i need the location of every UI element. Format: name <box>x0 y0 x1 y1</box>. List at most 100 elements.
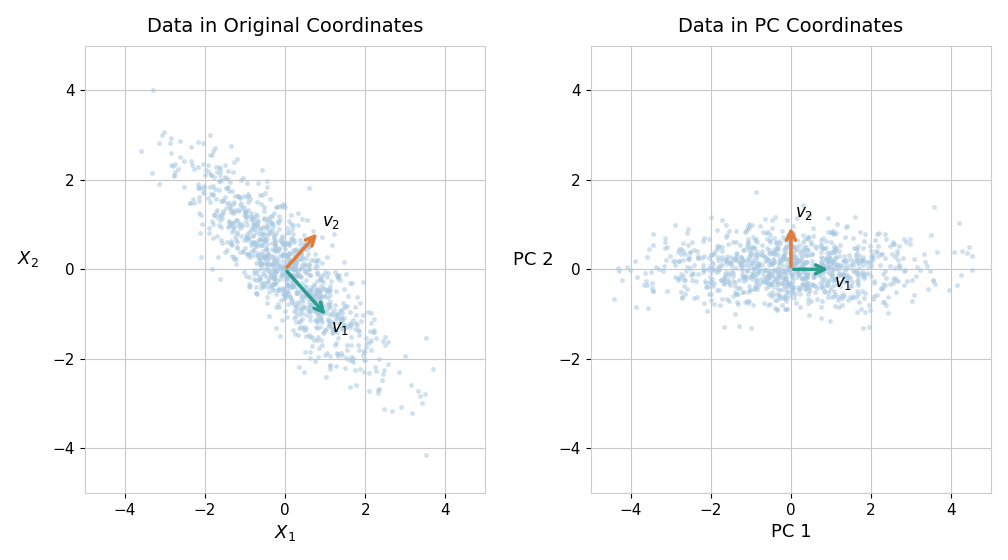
Point <box>718 256 734 265</box>
Point <box>230 206 246 214</box>
Point <box>697 251 713 260</box>
Point <box>709 226 725 235</box>
Point <box>267 274 283 283</box>
Point <box>225 223 241 232</box>
Point <box>747 283 763 292</box>
Point <box>814 258 831 267</box>
Point <box>961 243 977 252</box>
Point <box>269 264 285 273</box>
Point <box>219 245 235 254</box>
Point <box>878 300 894 309</box>
Text: $v_1$: $v_1$ <box>835 274 853 292</box>
Point <box>681 252 698 261</box>
Point <box>288 258 304 267</box>
Point <box>265 280 281 289</box>
Point <box>316 308 332 317</box>
Point <box>259 259 275 268</box>
Point <box>785 230 801 239</box>
Point <box>704 250 720 259</box>
Point <box>767 249 783 258</box>
Point <box>241 252 257 261</box>
Point <box>785 234 801 242</box>
Point <box>417 451 433 460</box>
Point <box>784 254 800 263</box>
Point <box>353 317 369 326</box>
Point <box>254 190 270 199</box>
Point <box>259 272 275 281</box>
Point <box>208 208 224 217</box>
Point <box>720 275 736 284</box>
Point <box>758 273 774 282</box>
Point <box>302 287 319 296</box>
Point <box>771 268 787 277</box>
Point <box>791 284 807 293</box>
Point <box>811 242 828 251</box>
Point <box>703 273 719 282</box>
Point <box>771 257 787 266</box>
Point <box>299 290 316 299</box>
Point <box>301 301 318 310</box>
Point <box>256 233 272 242</box>
Point <box>773 300 789 309</box>
Point <box>163 148 179 157</box>
Point <box>787 258 803 267</box>
Point <box>801 287 817 296</box>
Point <box>256 236 272 245</box>
Point <box>284 246 300 255</box>
Point <box>768 246 784 255</box>
Point <box>259 265 275 274</box>
Point <box>313 336 330 345</box>
Point <box>825 276 841 285</box>
Point <box>761 245 777 254</box>
Point <box>311 271 328 280</box>
Point <box>728 227 744 236</box>
Point <box>713 276 729 284</box>
Point <box>743 251 759 260</box>
Point <box>260 254 276 263</box>
Point <box>344 279 360 288</box>
Point <box>264 281 280 290</box>
Point <box>827 301 843 310</box>
Point <box>725 261 741 270</box>
Point <box>864 272 880 281</box>
Point <box>418 334 434 343</box>
Point <box>291 264 307 273</box>
Point <box>193 183 209 192</box>
Point <box>196 181 212 190</box>
Point <box>288 304 304 313</box>
Point <box>928 248 944 257</box>
Point <box>200 161 216 170</box>
Point <box>313 233 330 242</box>
Point <box>784 283 800 292</box>
Y-axis label: PC 2: PC 2 <box>513 251 553 269</box>
Point <box>700 264 716 273</box>
Point <box>343 352 359 361</box>
Point <box>308 307 325 316</box>
Point <box>813 253 830 262</box>
Point <box>332 306 348 315</box>
Point <box>224 251 240 260</box>
Point <box>358 343 374 352</box>
Point <box>802 237 818 246</box>
Point <box>789 264 805 273</box>
Point <box>854 286 870 295</box>
Point <box>224 228 240 237</box>
Point <box>211 177 227 186</box>
Point <box>264 220 280 229</box>
Point <box>292 272 308 281</box>
Point <box>284 298 300 307</box>
Point <box>256 203 272 212</box>
Point <box>753 249 769 258</box>
Point <box>224 218 240 227</box>
Point <box>300 286 317 295</box>
Point <box>238 212 254 221</box>
Point <box>321 322 337 331</box>
Point <box>312 287 329 296</box>
Point <box>183 156 200 165</box>
Point <box>262 194 278 203</box>
Point <box>250 251 266 260</box>
Point <box>229 242 245 251</box>
Point <box>756 252 772 261</box>
Point <box>337 320 353 329</box>
Point <box>807 287 824 296</box>
